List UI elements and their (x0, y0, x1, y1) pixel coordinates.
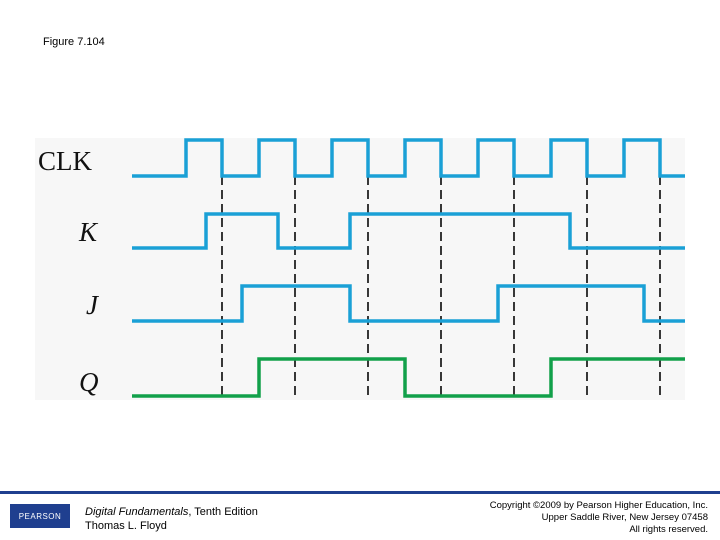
copyright-line-3: All rights reserved. (629, 524, 708, 535)
signal-label-k: K (78, 217, 99, 247)
waveform-j (132, 284, 685, 323)
signal-label-q: Q (79, 367, 99, 397)
signal-label-j: J (86, 290, 100, 320)
timing-diagram-panel: CLK K J Q (35, 138, 685, 400)
book-title: Digital Fundamentals (85, 506, 189, 518)
signal-label-clk: CLK (38, 146, 93, 176)
waveform-k (132, 212, 685, 250)
footer-rule (0, 491, 720, 494)
author: Thomas L. Floyd (85, 520, 167, 532)
waveform-clk (132, 138, 685, 178)
waveform-q (132, 357, 685, 398)
book-info: Digital Fundamentals, Tenth Edition Thom… (85, 505, 258, 533)
copyright-notice: Copyright ©2009 by Pearson Higher Educat… (490, 500, 708, 536)
copyright-line-2: Upper Saddle River, New Jersey 07458 (541, 512, 708, 523)
book-edition: , Tenth Edition (188, 506, 258, 518)
figure-title: Figure 7.104 (43, 36, 105, 48)
pearson-logo: PEARSON (10, 504, 70, 528)
timing-diagram: CLK K J Q (38, 138, 685, 398)
copyright-line-1: Copyright ©2009 by Pearson Higher Educat… (489, 500, 708, 511)
